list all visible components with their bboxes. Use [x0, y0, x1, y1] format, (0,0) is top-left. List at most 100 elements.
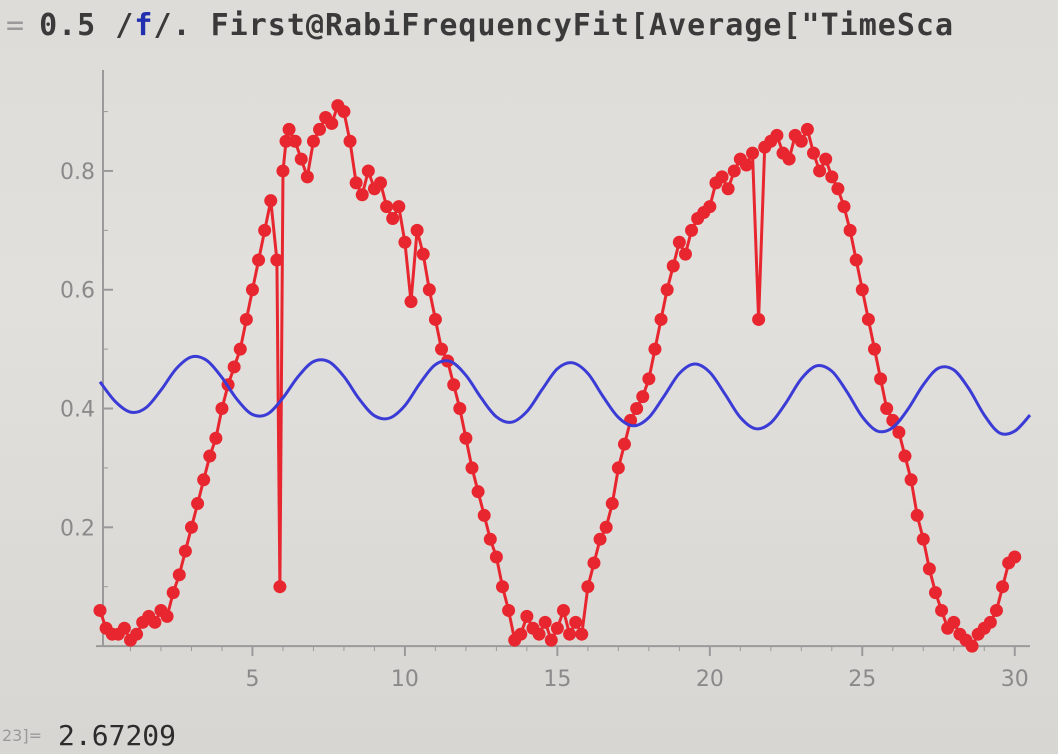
data-point — [404, 295, 418, 309]
data-point — [471, 485, 485, 499]
data-point — [746, 146, 760, 160]
data-point — [654, 312, 668, 326]
data-point — [563, 627, 577, 641]
data-point — [343, 134, 357, 148]
data-point — [465, 461, 479, 475]
data-point — [398, 235, 412, 249]
data-point — [752, 312, 766, 326]
data-point — [483, 532, 497, 546]
data-point — [916, 532, 930, 546]
data-point — [160, 609, 174, 623]
data-point — [636, 390, 650, 404]
data-point — [279, 134, 293, 148]
data-point — [270, 253, 284, 267]
plot-output[interactable]: 5 10 15 20 25 30 0.2 0.4 0.6 0.8 — [0, 55, 1058, 715]
data-point — [386, 211, 400, 225]
data-point — [935, 603, 949, 617]
input-prefix: 0.5 / — [39, 7, 135, 43]
data-point — [209, 431, 223, 445]
data-point — [282, 122, 296, 136]
data-point — [685, 223, 699, 237]
data-point — [660, 283, 674, 297]
fit-line — [98, 354, 1032, 436]
data-point — [550, 621, 564, 635]
data-point — [630, 402, 644, 416]
data-point — [416, 247, 430, 261]
data-point — [672, 235, 686, 249]
data-point — [306, 134, 320, 148]
data-point — [374, 176, 388, 190]
data-point — [892, 425, 906, 439]
data-point — [233, 342, 247, 356]
data-point — [477, 508, 491, 522]
data-point — [313, 122, 327, 136]
data-point — [227, 360, 241, 374]
data-point — [770, 128, 784, 142]
data-point — [648, 342, 662, 356]
data-point — [587, 556, 601, 570]
data-point — [727, 164, 741, 178]
data-point — [898, 449, 912, 463]
data-series — [93, 99, 1022, 653]
data-point — [922, 562, 936, 576]
data-point — [148, 615, 162, 629]
data-point — [178, 544, 192, 558]
data-point — [861, 312, 875, 326]
data-point — [794, 134, 808, 148]
x-tick-label: 30 — [1001, 667, 1029, 692]
data-point — [721, 182, 735, 196]
data-point — [880, 402, 894, 416]
data-point — [349, 176, 363, 190]
data-point — [904, 473, 918, 487]
data-point — [782, 152, 796, 166]
data-point — [258, 223, 272, 237]
data-point — [611, 461, 625, 475]
data-point — [361, 164, 375, 178]
data-point — [337, 105, 351, 119]
plot-ticks: 5 10 15 20 25 30 0.2 0.4 0.6 0.8 — [60, 111, 1029, 692]
data-point — [593, 532, 607, 546]
data-point — [435, 342, 449, 356]
data-point — [996, 580, 1010, 594]
data-point — [739, 158, 753, 172]
x-tick-label: 5 — [245, 667, 259, 692]
x-tick-label: 20 — [696, 667, 724, 692]
data-point — [569, 615, 583, 629]
data-point — [581, 580, 595, 594]
data-point — [807, 146, 821, 160]
data-point — [166, 586, 180, 600]
data-point — [666, 259, 680, 273]
data-point — [325, 116, 339, 130]
data-point — [983, 615, 997, 629]
input-cell[interactable]: = 0.5 / f /. First@RabiFrequencyFit[Aver… — [0, 0, 1058, 50]
data-point — [380, 200, 394, 214]
data-point — [843, 223, 857, 237]
data-point — [825, 170, 839, 184]
data-point — [605, 497, 619, 511]
data-point — [800, 122, 814, 136]
data-point — [556, 603, 570, 617]
data-point — [837, 200, 851, 214]
data-point — [617, 437, 631, 451]
data-point — [965, 639, 979, 653]
data-point — [245, 283, 259, 297]
data-point — [715, 170, 729, 184]
y-tick-label: 0.2 — [60, 516, 95, 541]
output-label: 23]= — [2, 725, 43, 745]
data-point — [678, 247, 692, 261]
y-tick-label: 0.4 — [60, 398, 95, 423]
cell-bracket-icon: = — [6, 7, 26, 43]
x-tick-label: 15 — [543, 667, 571, 692]
data-point — [502, 603, 516, 617]
data-point — [294, 152, 308, 166]
data-point — [947, 615, 961, 629]
data-point — [184, 520, 198, 534]
data-point — [495, 580, 509, 594]
data-point — [928, 586, 942, 600]
data-point — [197, 473, 211, 487]
data-point — [392, 200, 406, 214]
data-point — [459, 431, 473, 445]
data-point — [300, 170, 314, 184]
data-point — [447, 378, 461, 392]
data-point — [514, 627, 528, 641]
